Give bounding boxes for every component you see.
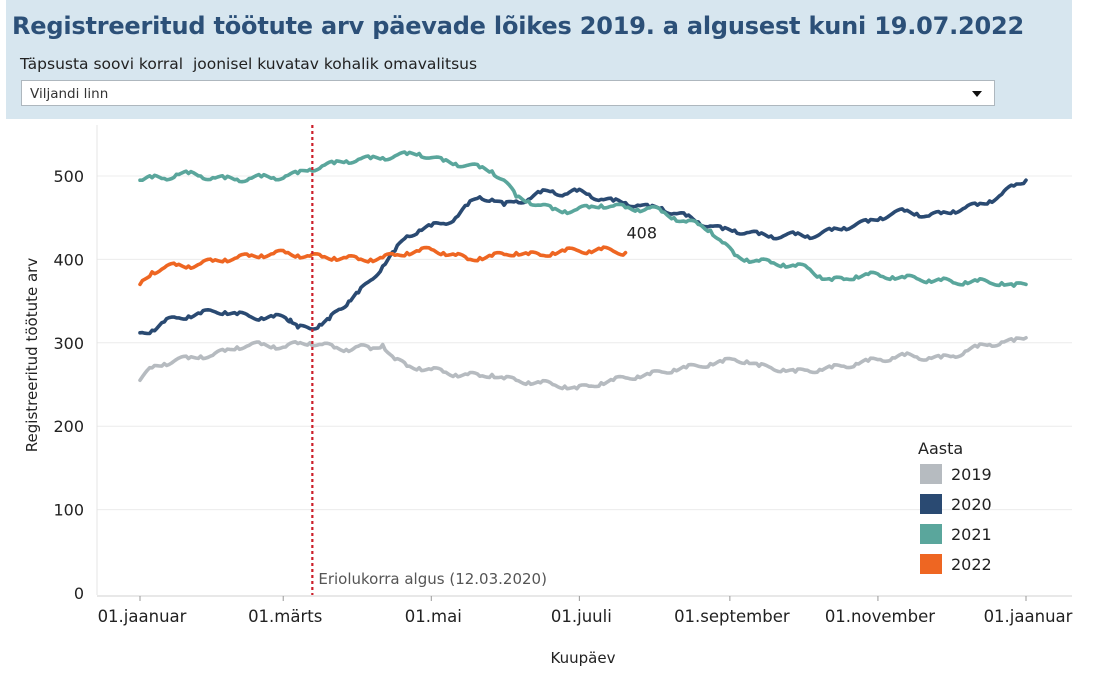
y-tick-label: 400 (53, 250, 84, 269)
x-tick-label: 01.märts (248, 607, 322, 626)
axis-layer: 0 100 200 300 400 500 01.jaanuar 01.märts 01.mai… (23, 125, 1073, 667)
reference-line-label: Eriolukorra algus (12.03.2020) (318, 570, 547, 588)
x-tick-label: 01.juuli (551, 607, 612, 626)
y-tick-label: 0 (74, 584, 84, 603)
x-axis-title: Kuupäev (551, 649, 616, 667)
grid-layer (97, 175, 1072, 511)
legend: Aasta 2019 2020 2021 2022 (918, 439, 992, 574)
series-line-2019 (138, 335, 1028, 391)
y-tick-label: 500 (53, 167, 84, 186)
x-tick-label: 01.mai (405, 607, 462, 626)
y-tick-label: 300 (53, 334, 84, 353)
y-tick-label: 200 (53, 417, 84, 436)
legend-swatch-2019 (920, 464, 942, 484)
legend-swatch-2021 (920, 524, 942, 544)
series-line-2022 (138, 245, 628, 287)
x-tick-label: 01.jaanuar (984, 607, 1073, 626)
filter-label: Täpsusta soovi korral joonisel kuvatav k… (20, 55, 478, 73)
end-value-label: 408 (626, 224, 657, 243)
legend-swatch-2022 (920, 554, 942, 574)
chart-header: Registreeritud töötute arv päevade lõike… (6, 0, 1072, 119)
dropdown-selected-value: Viljandi linn (30, 86, 109, 102)
chevron-down-icon[interactable] (972, 91, 982, 97)
page-title: Registreeritud töötute arv päevade lõike… (12, 12, 1025, 40)
y-axis-title: Registreeritud töötute arv (23, 258, 41, 453)
annotation-layer: Eriolukorra algus (12.03.2020) 408 (311, 125, 657, 595)
series-layer (138, 150, 1028, 391)
x-tick-label: 01.jaanuar (98, 607, 187, 626)
legend-title: Aasta (918, 439, 963, 458)
legend-label-2019: 2019 (951, 465, 992, 484)
legend-label-2020: 2020 (951, 495, 992, 514)
y-tick-label: 100 (53, 501, 84, 520)
x-tick-label: 01.november (825, 607, 935, 626)
series-line-2020 (138, 178, 1028, 336)
series-line-2021 (138, 150, 1028, 288)
legend-label-2021: 2021 (951, 525, 992, 544)
legend-label-2022: 2022 (951, 555, 992, 574)
x-tick-label: 01.september (674, 607, 790, 626)
municipality-dropdown[interactable]: Viljandi linn (21, 80, 995, 106)
legend-swatch-2020 (920, 494, 942, 514)
